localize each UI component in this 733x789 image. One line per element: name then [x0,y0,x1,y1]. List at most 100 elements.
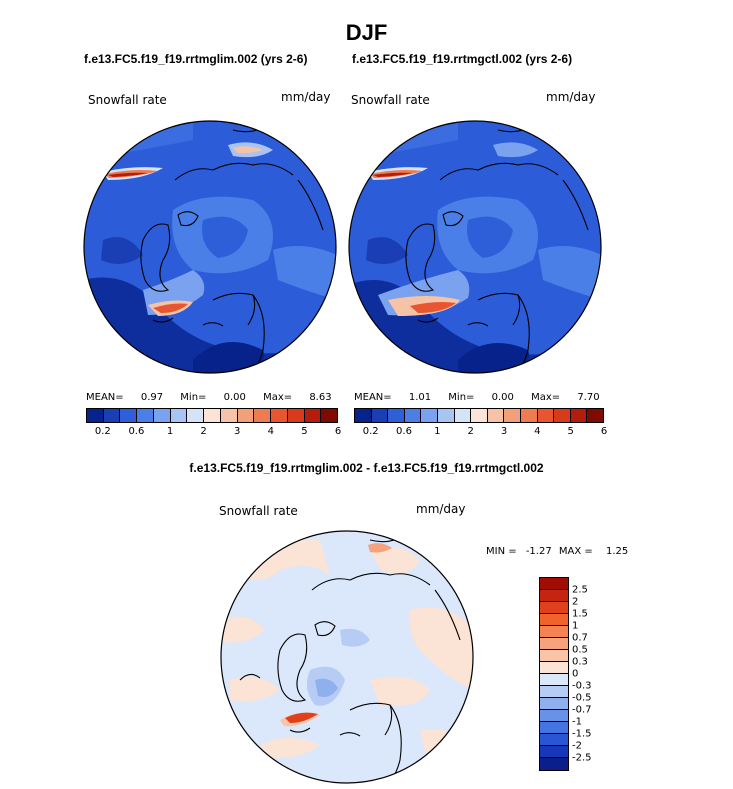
colorbar-tick-label: -2 [572,740,582,752]
colorbar-tick-label: -0.3 [572,680,592,692]
colorbar-tick-label: 0.2 [94,426,111,437]
colorbar-swatch [437,409,455,422]
page-title: DJF [345,20,388,45]
colorbar-tick-label: 0.6 [128,426,145,437]
variable-label-left: Snowfall rate [88,93,167,107]
max-label: Max= [531,392,561,403]
colorbar-swatch [520,409,538,422]
colorbar-tick-label: 1 [572,620,579,632]
colorbar-swatch [103,409,121,422]
mean-value: 1.01 [408,392,432,403]
stats-left: MEAN= 0.97 Min= 0.00 Max= 8.63 [86,392,332,403]
colorbar-swatch [321,409,338,422]
colorbar-swatch [454,409,472,422]
min-label: MIN = [486,546,517,557]
snowfall-diff-map [220,530,474,784]
colorbar-tick-label: 3 [500,426,508,437]
colorbar-tick-label: -1.5 [572,728,592,740]
stats-right: MEAN= 1.01 Min= 0.00 Max= 7.70 [354,392,600,403]
colorbar-swatch [537,409,555,422]
colorbar-tick-label: 0.3 [572,656,588,668]
colorbar-swatch [187,409,205,422]
mean-label: MEAN= [86,392,124,403]
colorbar-tick-label: 0.7 [572,632,588,644]
colorbar-tick-label: 4 [534,426,541,437]
colorbar-right [354,408,604,423]
diff-title: f.e13.FC5.f19_f19.rrtmglim.002 - f.e13.F… [189,461,544,475]
min-label: Min= [448,392,475,403]
colorbar-left [86,408,338,423]
units-label-diff: mm/day [416,502,466,516]
colorbar-swatch [271,409,288,422]
colorbar-swatch [540,614,568,626]
colorbar-tick-label: -0.5 [572,692,592,704]
max-value: 1.25 [605,546,629,557]
mean-label: MEAN= [354,392,392,403]
colorbar-swatch [287,409,305,422]
colorbar-swatch [237,409,255,422]
colorbar-diff [539,577,569,771]
colorbar-swatch [355,409,372,422]
colorbar-tick-label: 0 [572,668,579,680]
colorbar-swatch [540,734,568,746]
colorbar-left-labels: 0.2 0.6 1 2 3 4 5 6 [86,426,341,440]
colorbar-tick-label: 2 [572,596,579,608]
diff-stats: MIN = -1.27 MAX = 1.25 [486,546,628,557]
max-label: Max= [263,392,293,403]
colorbar-swatch [587,409,603,422]
colorbar-swatch [540,722,568,734]
colorbar-tick-label: 2 [467,426,474,437]
colorbar-swatch [540,674,568,686]
case-title-left: f.e13.FC5.f19_f19.rrtmglim.002 (yrs 2-6) [84,52,308,66]
colorbar-tick-label: 4 [267,426,274,437]
colorbar-tick-label: 0.6 [396,426,412,437]
colorbar-swatch [204,409,221,422]
colorbar-swatch [540,650,568,662]
colorbar-swatch [540,578,568,590]
colorbar-swatch [540,758,568,770]
colorbar-tick-label: 0.5 [572,644,588,656]
colorbar-swatch [570,409,588,422]
colorbar-swatch [540,590,568,602]
colorbar-swatch [404,409,422,422]
colorbar-swatch [421,409,438,422]
colorbar-swatch [388,409,405,422]
colorbar-swatch [170,409,188,422]
min-value: 0.00 [223,392,246,403]
colorbar-tick-label: -2.5 [572,752,592,764]
max-value: 8.63 [309,392,332,403]
variable-label-diff: Snowfall rate [219,504,298,518]
colorbar-right-labels: 0.2 0.6 1 2 3 4 5 6 [354,426,608,440]
snowfall-map-left [83,120,337,374]
colorbar-swatch [304,409,322,422]
colorbar-swatch [254,409,272,422]
colorbar-swatch [487,409,505,422]
colorbar-swatch [504,409,521,422]
min-label: Min= [180,392,207,403]
colorbar-swatch [371,409,389,422]
colorbar-swatch [137,409,154,422]
colorbar-swatch [540,662,568,674]
colorbar-swatch [540,746,568,758]
case-title-right: f.e13.FC5.f19_f19.rrtmgctl.002 (yrs 2-6) [352,52,573,66]
mean-value: 0.97 [140,392,164,403]
colorbar-tick-label: 1.5 [572,608,588,620]
colorbar-tick-label: 5 [301,426,308,437]
colorbar-swatch [540,602,568,614]
colorbar-tick-label: -0.7 [572,704,592,716]
colorbar-swatch [153,409,171,422]
colorbar-swatch [540,638,568,650]
colorbar-swatch [540,686,568,698]
colorbar-tick-label: 3 [234,426,241,437]
colorbar-swatch [220,409,238,422]
colorbar-tick-label: 2.5 [572,584,588,596]
max-value: 7.70 [577,392,600,403]
colorbar-tick-label: 6 [600,426,608,437]
min-value: 0.00 [491,392,514,403]
colorbar-diff-labels: 2.5 2 1.5 1 0.7 0.5 0.3 0 -0.3 -0.5 -0.7 -1 -1.5 -2 -2… [572,577,632,772]
colorbar-swatch [540,710,568,722]
max-label: MAX = [558,546,593,557]
colorbar-swatch [554,409,571,422]
colorbar-swatch [471,409,488,422]
colorbar-tick-label: 1 [434,426,441,437]
